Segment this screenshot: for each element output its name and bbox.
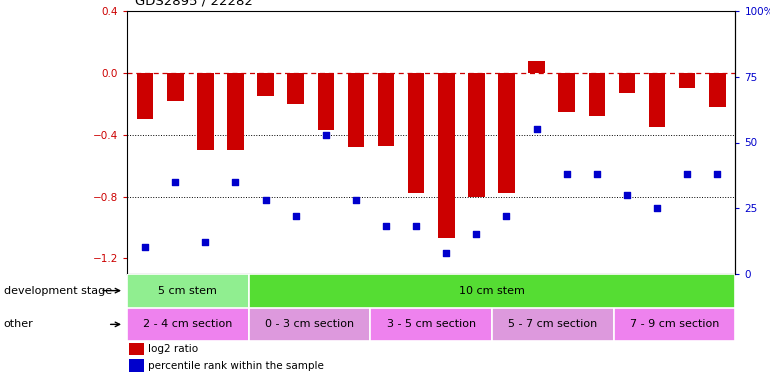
Point	[199, 239, 212, 245]
Point	[229, 179, 242, 185]
Point	[531, 126, 543, 132]
Point	[500, 213, 513, 219]
Text: 5 cm stem: 5 cm stem	[159, 286, 217, 296]
Text: development stage: development stage	[4, 286, 112, 296]
Text: 10 cm stem: 10 cm stem	[459, 286, 525, 296]
Point	[470, 231, 483, 237]
Bar	[438, 73, 454, 238]
Text: 0 - 3 cm section: 0 - 3 cm section	[265, 320, 354, 329]
Bar	[378, 73, 394, 146]
Bar	[528, 61, 545, 73]
Bar	[492, 308, 614, 341]
Bar	[588, 73, 605, 116]
Bar	[137, 73, 153, 119]
Text: GDS2895 / 22282: GDS2895 / 22282	[135, 0, 253, 8]
Text: 2 - 4 cm section: 2 - 4 cm section	[143, 320, 233, 329]
Bar	[614, 308, 735, 341]
Bar	[649, 73, 665, 127]
Bar	[679, 73, 695, 88]
Point	[380, 224, 392, 230]
Bar	[408, 73, 424, 194]
Bar	[287, 73, 304, 104]
Point	[139, 244, 151, 250]
Point	[440, 250, 453, 256]
Bar	[129, 343, 144, 355]
Bar	[347, 73, 364, 147]
Bar	[498, 73, 515, 194]
Bar	[197, 73, 213, 150]
Bar	[370, 308, 492, 341]
Bar	[558, 73, 575, 112]
Point	[591, 171, 603, 177]
Text: 5 - 7 cm section: 5 - 7 cm section	[508, 320, 598, 329]
Bar	[127, 308, 249, 341]
Bar	[127, 274, 249, 308]
Point	[169, 179, 182, 185]
Bar	[249, 274, 735, 308]
Text: percentile rank within the sample: percentile rank within the sample	[149, 361, 324, 371]
Point	[350, 197, 362, 203]
Bar	[468, 73, 484, 196]
Bar	[227, 73, 244, 150]
Point	[711, 171, 724, 177]
Point	[651, 205, 663, 211]
Point	[561, 171, 573, 177]
Bar	[249, 308, 370, 341]
Bar	[709, 73, 725, 107]
Text: 3 - 5 cm section: 3 - 5 cm section	[387, 320, 476, 329]
Bar	[317, 73, 334, 130]
Point	[259, 197, 272, 203]
Bar	[167, 73, 183, 101]
Text: log2 ratio: log2 ratio	[149, 344, 199, 354]
Point	[681, 171, 693, 177]
Text: 7 - 9 cm section: 7 - 9 cm section	[630, 320, 719, 329]
Point	[621, 192, 633, 198]
Bar	[129, 360, 144, 372]
Bar	[257, 73, 274, 96]
Point	[320, 132, 332, 138]
Bar	[618, 73, 635, 93]
Point	[290, 213, 302, 219]
Text: other: other	[4, 320, 34, 329]
Point	[410, 224, 422, 230]
